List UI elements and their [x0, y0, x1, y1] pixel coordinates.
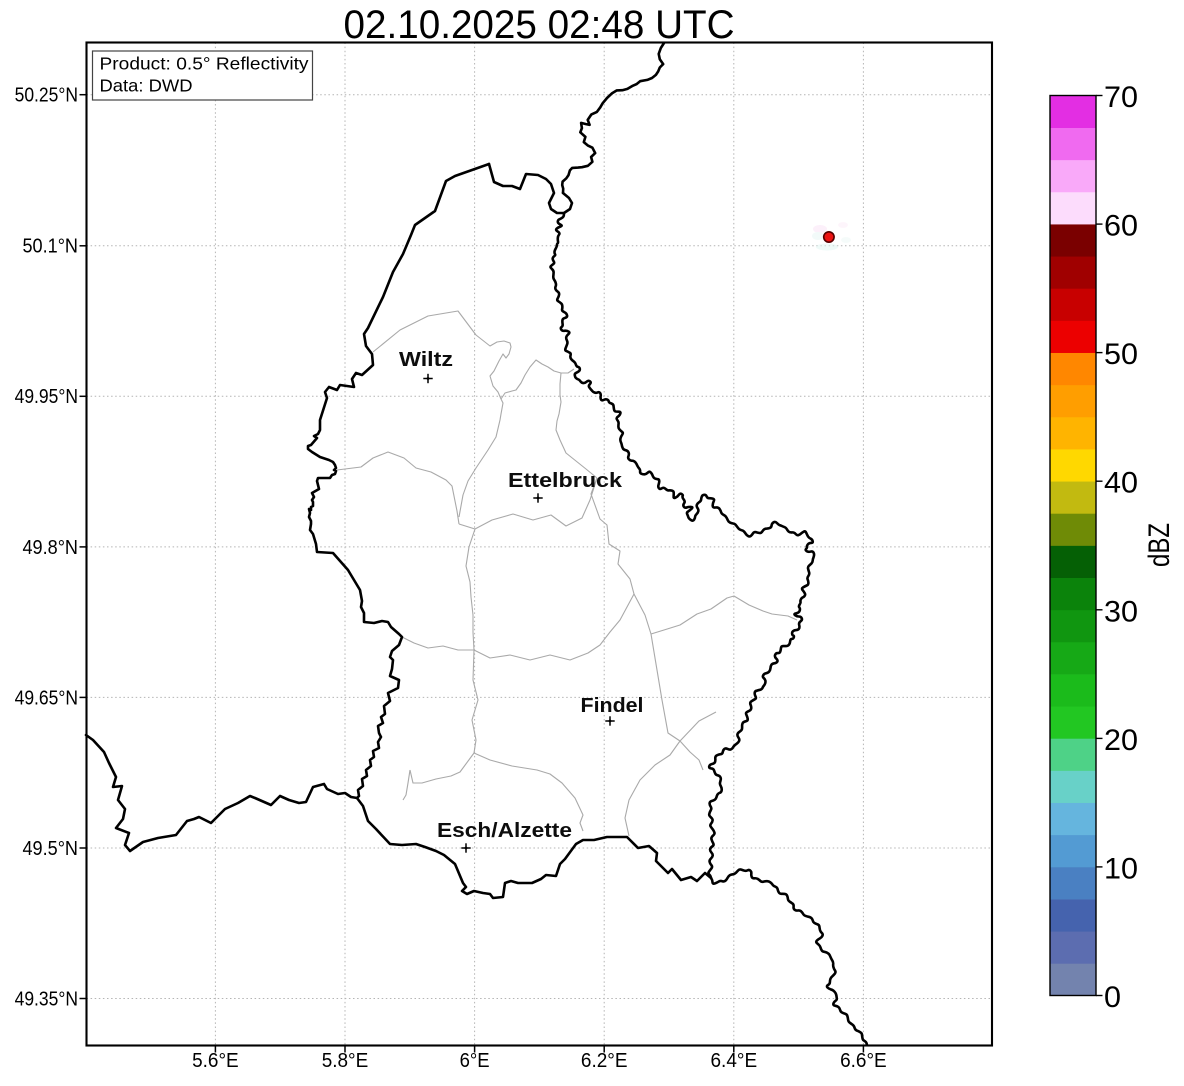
- svg-text:50.1°N: 50.1°N: [23, 236, 79, 258]
- svg-text:40: 40: [1104, 467, 1138, 500]
- svg-text:02.10.2025 02:48 UTC: 02.10.2025 02:48 UTC: [344, 3, 735, 47]
- svg-text:49.95°N: 49.95°N: [15, 386, 78, 408]
- svg-text:5.6°E: 5.6°E: [192, 1050, 239, 1072]
- svg-text:Product: 0.5° Reflectivity: Product: 0.5° Reflectivity: [100, 54, 309, 74]
- svg-text:50: 50: [1104, 338, 1138, 371]
- svg-text:49.65°N: 49.65°N: [15, 687, 78, 709]
- svg-text:Esch/Alzette: Esch/Alzette: [437, 820, 572, 842]
- svg-text:5.8°E: 5.8°E: [322, 1050, 369, 1072]
- svg-text:70: 70: [1104, 81, 1138, 114]
- svg-text:6.6°E: 6.6°E: [840, 1050, 887, 1072]
- svg-text:60: 60: [1104, 210, 1138, 243]
- svg-text:Ettelbruck: Ettelbruck: [508, 470, 623, 492]
- svg-text:49.8°N: 49.8°N: [23, 537, 79, 559]
- svg-text:Wiltz: Wiltz: [399, 349, 453, 371]
- svg-text:20: 20: [1104, 724, 1138, 757]
- svg-text:49.5°N: 49.5°N: [23, 838, 79, 860]
- svg-text:6°E: 6°E: [460, 1050, 490, 1072]
- svg-text:6.2°E: 6.2°E: [581, 1050, 628, 1072]
- svg-text:0: 0: [1104, 981, 1121, 1014]
- svg-text:50.25°N: 50.25°N: [15, 85, 78, 107]
- svg-text:6.4°E: 6.4°E: [711, 1050, 758, 1072]
- svg-text:49.35°N: 49.35°N: [15, 988, 78, 1010]
- svg-text:30: 30: [1104, 595, 1138, 628]
- svg-text:10: 10: [1104, 852, 1138, 885]
- svg-text:Data: DWD: Data: DWD: [100, 76, 193, 96]
- svg-text:dBZ: dBZ: [1143, 523, 1176, 567]
- svg-text:Findel: Findel: [581, 695, 644, 717]
